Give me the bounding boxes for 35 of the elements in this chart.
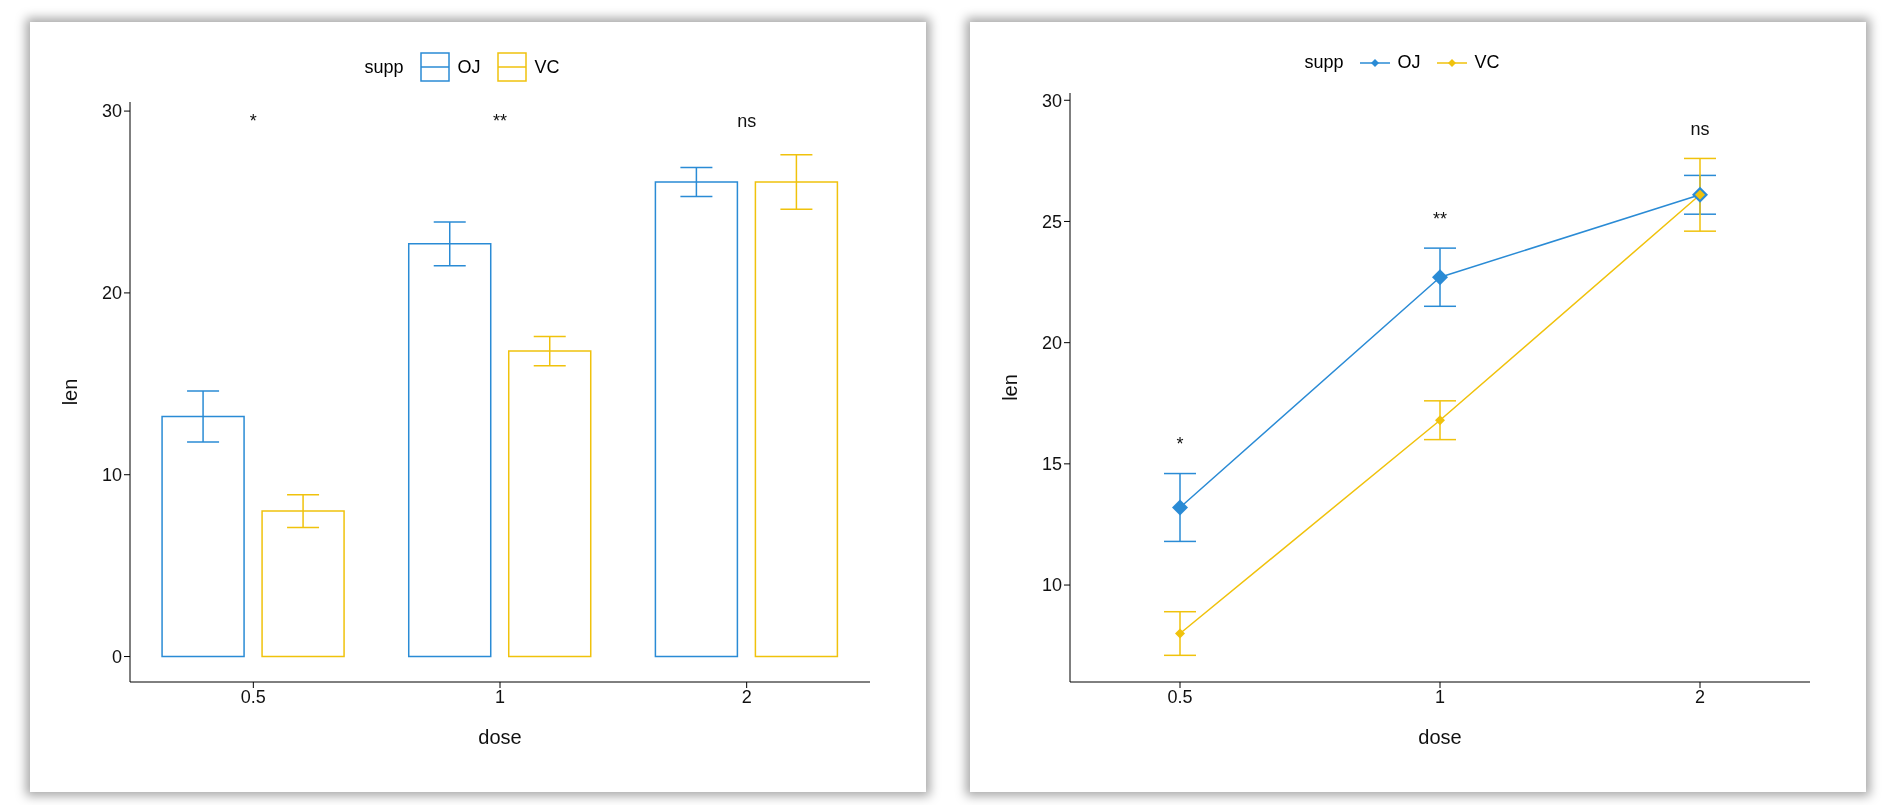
y-tick-label: 15 [1041, 454, 1062, 475]
annotation: * [1176, 434, 1184, 455]
y-tick-label: 30 [1041, 90, 1062, 111]
x-tick-label: 0.5 [240, 686, 266, 707]
x-tick-label: 2 [741, 686, 752, 707]
y-tick-label: 10 [101, 465, 122, 486]
legend-title: supp [364, 56, 404, 78]
legend-label: VC [1474, 52, 1500, 73]
point [1435, 415, 1445, 426]
legend-title: supp [1304, 52, 1344, 73]
legend-label: VC [534, 56, 560, 78]
y-tick-label: 20 [101, 283, 122, 304]
x-tick-label: 1 [494, 686, 506, 707]
point [1172, 499, 1188, 516]
point [1175, 628, 1185, 639]
annotation: * [249, 110, 257, 131]
y-tick-label: 20 [1041, 333, 1062, 354]
annotation: ns [737, 110, 757, 131]
x-tick-label: 0.5 [1167, 686, 1193, 707]
y-tick-label: 30 [101, 101, 122, 122]
y-tick-label: 10 [1041, 575, 1062, 596]
point [1432, 269, 1448, 286]
y-axis-title: len [59, 378, 82, 406]
y-axis-title: len [999, 374, 1022, 401]
legend-label: OJ [1397, 52, 1421, 73]
annotation: ** [492, 110, 508, 131]
annotation: ns [1690, 119, 1710, 140]
annotation: ** [1432, 208, 1448, 229]
x-tick-label: 1 [1434, 686, 1446, 707]
y-tick-label: 0 [111, 646, 122, 667]
x-axis-title: dose [1418, 726, 1462, 748]
x-axis-title: dose [478, 726, 522, 748]
y-tick-label: 25 [1041, 211, 1062, 232]
x-tick-label: 2 [1694, 686, 1706, 707]
legend-label: OJ [457, 56, 481, 78]
